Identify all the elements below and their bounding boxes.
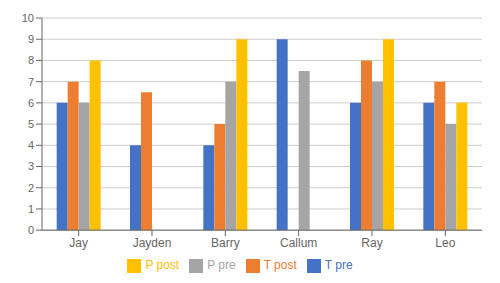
html-text:T pre: T pre (324, 258, 353, 273)
svg-text:5: 5 (28, 118, 34, 130)
svg-text:Jay: Jay (69, 236, 88, 250)
svg-text:Ray: Ray (361, 236, 382, 250)
html-text:P post: P post (145, 258, 180, 273)
svg-text:6: 6 (28, 97, 34, 109)
svg-text:Jayden: Jayden (133, 236, 172, 250)
svg-text:10: 10 (22, 12, 34, 24)
svg-text:2: 2 (28, 182, 34, 194)
html-text:T post: T post (263, 258, 297, 273)
svg-text:Callum: Callum (280, 236, 317, 250)
svg-text:Leo: Leo (435, 236, 455, 250)
svg-text:0: 0 (28, 224, 34, 236)
svg-text:4: 4 (28, 139, 34, 151)
svg-text:1: 1 (28, 203, 34, 215)
svg-text:7: 7 (28, 76, 34, 88)
html-text:P pre: P pre (207, 258, 236, 273)
svg-text:9: 9 (28, 33, 34, 45)
svg-text:8: 8 (28, 54, 34, 66)
svg-text:3: 3 (28, 160, 34, 172)
svg-text:Barry: Barry (211, 236, 240, 250)
